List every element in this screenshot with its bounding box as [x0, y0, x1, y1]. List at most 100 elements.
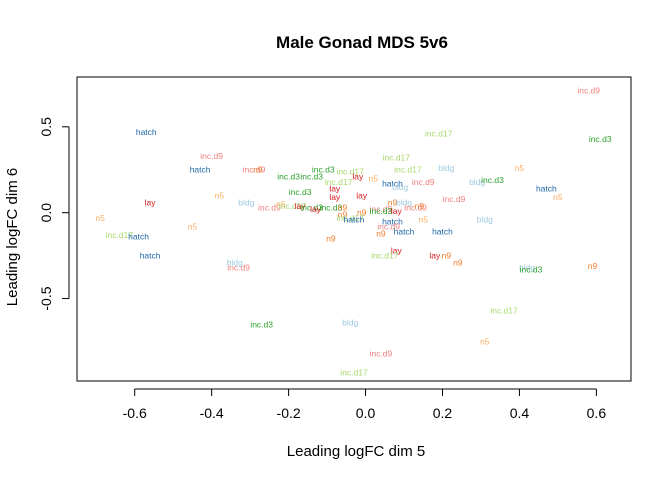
- data-point-label: inc.d3: [370, 206, 393, 216]
- x-axis-label: Leading logFC dim 5: [287, 443, 425, 460]
- data-point-label: inc.d3: [320, 203, 343, 213]
- data-point-label: inc.d9: [370, 349, 393, 359]
- data-point-label: bldg: [469, 177, 485, 187]
- data-point-label: n9: [442, 251, 452, 261]
- data-point-label: n9: [357, 208, 367, 218]
- data-point-label: hatch: [394, 227, 415, 237]
- data-point-label: bldg: [477, 215, 493, 225]
- data-point-label: bldg: [396, 197, 412, 207]
- data-point-label: inc.d9: [404, 203, 427, 213]
- data-point-label: n5: [515, 163, 525, 173]
- data-point-label: inc.d3: [289, 187, 312, 197]
- data-point-label: inc.d9: [227, 263, 250, 273]
- data-point-label: lay: [329, 184, 341, 194]
- data-point-label: n9: [338, 209, 348, 219]
- data-point-label: inc.d17: [383, 153, 411, 163]
- data-point-label: inc.d3: [520, 264, 543, 274]
- data-point-label: inc.d17: [336, 166, 364, 176]
- data-point-label: n9: [388, 197, 398, 207]
- data-point-label: n9: [453, 257, 463, 267]
- data-point-label: hatch: [382, 216, 403, 226]
- data-point-label: inc.d3: [589, 134, 612, 144]
- y-tick-label: -0.5: [38, 286, 54, 310]
- data-point-label: hatch: [190, 165, 211, 175]
- data-point-label: bldg: [438, 163, 454, 173]
- x-axis: -0.6 -0.4 -0.2 0.0 0.2 0.4 0.6: [123, 388, 607, 421]
- x-tick-label: -0.2: [277, 405, 301, 421]
- x-tick-label: 0.2: [433, 405, 453, 421]
- data-point-label: inc.d9: [200, 151, 223, 161]
- data-point-label: inc.d9: [412, 177, 435, 187]
- data-point-label: n9: [588, 261, 598, 271]
- x-tick-label: -0.4: [200, 405, 224, 421]
- data-point-label: n5: [276, 199, 286, 209]
- data-point-label: n5: [95, 213, 105, 223]
- data-point-label: n9: [326, 233, 336, 243]
- data-point-label: n9: [253, 165, 263, 175]
- data-point-label: bldg: [392, 182, 408, 192]
- data-point-label: inc.d3: [250, 319, 273, 329]
- data-point-label: inc.d3: [300, 203, 323, 213]
- data-point-label: n5: [553, 192, 563, 202]
- data-point-label: bldg: [227, 257, 243, 267]
- data-point-label: lay: [391, 206, 403, 216]
- data-point-label: inc.d17: [394, 165, 422, 175]
- data-point-label: inc.d9: [577, 86, 600, 96]
- data-point-label: lay: [310, 204, 322, 214]
- data-point-label: inc.d9: [377, 221, 400, 231]
- data-point-label: n5: [369, 173, 379, 183]
- data-point-label: hatch: [536, 184, 557, 194]
- data-point-label: n5: [419, 215, 429, 225]
- data-point-label: inc.d17: [340, 367, 368, 377]
- data-point-label: inc.d17: [490, 306, 518, 316]
- data-point-label: n5: [188, 221, 198, 231]
- chart-title: Male Gonad MDS 5v6: [276, 33, 448, 52]
- data-point-label: inc.d9: [443, 194, 466, 204]
- data-point-label: hatch: [344, 215, 365, 225]
- x-tick-label: 0.0: [356, 405, 376, 421]
- data-point-label: lay: [352, 172, 364, 182]
- data-point-label: hatch: [382, 178, 403, 188]
- data-point-label: inc.d3: [312, 165, 335, 175]
- x-tick-label: -0.6: [123, 405, 147, 421]
- data-point-label: lay: [295, 201, 307, 211]
- data-point-label: bldg: [342, 318, 358, 328]
- y-axis: -0.5 0.0 0.5: [38, 117, 70, 311]
- x-tick-label: 0.6: [587, 405, 607, 421]
- data-point-label: inc.d17: [106, 230, 134, 240]
- data-point-label: inc.d9: [370, 204, 393, 214]
- y-axis-label: Leading logFC dim 6: [4, 168, 21, 306]
- data-point-label: inc.d9: [258, 203, 281, 213]
- data-point-label: lay: [429, 251, 441, 261]
- data-point-label: bldg: [238, 197, 254, 207]
- data-point-label: n9: [376, 228, 386, 238]
- data-point-label: hatch: [136, 127, 157, 137]
- data-point-label: inc.d17: [371, 251, 399, 261]
- y-tick-label: 0.5: [38, 117, 54, 137]
- data-point-label: inc.d17: [425, 129, 453, 139]
- data-point-label: lay: [356, 191, 368, 201]
- data-point-label: n9: [415, 201, 425, 211]
- data-point-label: hatch: [128, 232, 149, 242]
- data-point-label: n9: [338, 203, 348, 213]
- data-point-label: lay: [391, 245, 403, 255]
- data-point-label: hatch: [140, 251, 161, 261]
- data-point-label: inc.d9: [243, 165, 266, 175]
- data-point-label: inc.d17: [279, 201, 307, 211]
- data-point-label: inc.d17: [325, 177, 353, 187]
- x-tick-label: 0.4: [510, 405, 530, 421]
- data-point-label: inc.d3: [300, 172, 323, 182]
- data-point-label: inc.d3: [481, 175, 504, 185]
- data-point-label: n5: [215, 191, 225, 201]
- data-point-label: inc.d17: [336, 213, 364, 223]
- data-point-label: n5: [480, 336, 490, 346]
- data-point-label: inc.d3: [277, 172, 300, 182]
- data-point-label: lay: [329, 192, 341, 202]
- data-point-label: bldg: [519, 263, 535, 273]
- data-point-label: lay: [145, 197, 157, 207]
- y-tick-label: 0.0: [38, 203, 54, 223]
- data-point-label: hatch: [432, 227, 453, 237]
